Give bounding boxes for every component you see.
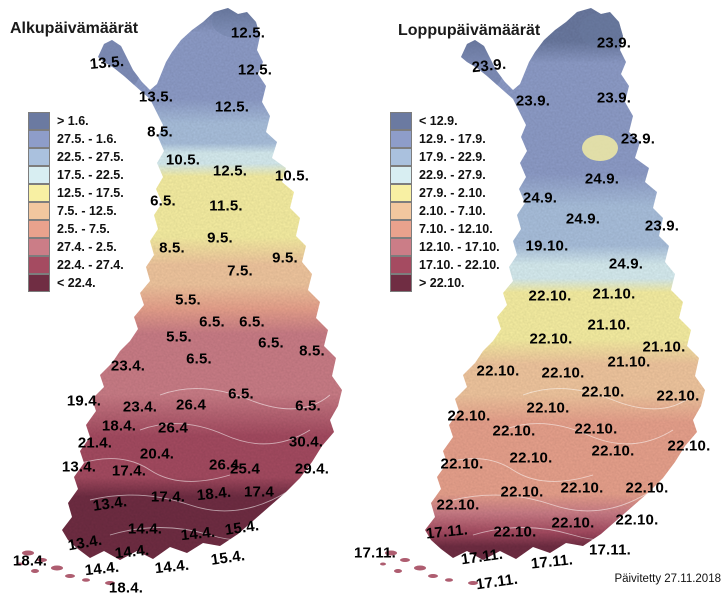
legend-swatch	[390, 129, 412, 148]
legend-label: 2.5. - 7.5.	[57, 222, 110, 236]
legend-item: 2.5. - 7.5.	[28, 219, 124, 238]
legend-label: 7.10. - 12.10.	[419, 222, 493, 236]
legend-item: 12.10. - 17.10.	[390, 237, 500, 256]
legend-item: 17.5. - 22.5.	[28, 165, 124, 184]
legend-swatch	[390, 201, 412, 220]
legend-item: 7.10. - 12.10.	[390, 219, 500, 238]
legend-label: 22.9. - 27.9.	[419, 168, 486, 182]
legend-label: 22.5. - 27.5.	[57, 150, 124, 164]
legend-label: 12.5. - 17.5.	[57, 186, 124, 200]
legend-swatch	[390, 183, 412, 202]
finland-map-end	[380, 8, 705, 585]
legend-label: 2.10. - 7.10.	[419, 204, 486, 218]
legend-label: > 22.10.	[419, 276, 465, 290]
start-dates-legend: > 1.6. 27.5. - 1.6. 22.5. - 27.5. 17.5. - 2…	[28, 112, 124, 292]
legend-item: < 22.4.	[28, 273, 124, 292]
finland-map-start	[17, 8, 342, 585]
legend-label: 27.4. - 2.5.	[57, 240, 117, 254]
legend-swatch	[390, 165, 412, 184]
legend-swatch	[28, 165, 50, 184]
updated-note: Päivitetty 27.11.2018	[614, 573, 721, 585]
legend-swatch	[28, 255, 50, 274]
legend-item: 27.4. - 2.5.	[28, 237, 124, 256]
legend-swatch	[390, 255, 412, 274]
legend-swatch	[390, 219, 412, 238]
end-dates-legend: < 12.9. 12.9. - 17.9. 17.9. - 22.9. 22.9. -…	[390, 112, 500, 292]
legend-label: 17.5. - 22.5.	[57, 168, 124, 182]
legend-item: 12.9. - 17.9.	[390, 129, 500, 148]
legend-swatch	[28, 112, 50, 130]
legend-label: 12.10. - 17.10.	[419, 240, 500, 254]
legend-item: > 1.6.	[28, 112, 124, 130]
legend-item: > 22.10.	[390, 273, 500, 292]
legend-label: 27.9. - 2.10.	[419, 186, 486, 200]
legend-label: < 12.9.	[419, 114, 458, 128]
legend-item: 17.9. - 22.9.	[390, 147, 500, 166]
legend-item: 27.5. - 1.6.	[28, 129, 124, 148]
legend-label: 12.9. - 17.9.	[419, 132, 486, 146]
legend-item: 7.5. - 12.5.	[28, 201, 124, 220]
left-map-title: Alkupäivämäärät	[10, 20, 139, 37]
legend-label: 17.10. - 22.10.	[419, 258, 500, 272]
legend-swatch	[390, 273, 412, 292]
right-map-title: Loppupäivämäärät	[398, 22, 541, 39]
legend-swatch	[28, 273, 50, 292]
legend-swatch	[28, 147, 50, 166]
legend-item: < 12.9.	[390, 112, 500, 130]
legend-label: 17.9. - 22.9.	[419, 150, 486, 164]
legend-label: 27.5. - 1.6.	[57, 132, 117, 146]
legend-swatch	[28, 201, 50, 220]
legend-swatch	[390, 147, 412, 166]
legend-swatch	[28, 237, 50, 256]
legend-item: 27.9. - 2.10.	[390, 183, 500, 202]
legend-label: > 1.6.	[57, 114, 89, 128]
legend-item: 2.10. - 7.10.	[390, 201, 500, 220]
legend-swatch	[390, 112, 412, 130]
legend-label: < 22.4.	[57, 276, 96, 290]
legend-swatch	[28, 129, 50, 148]
legend-swatch	[28, 219, 50, 238]
legend-item: 12.5. - 17.5.	[28, 183, 124, 202]
legend-swatch	[390, 237, 412, 256]
legend-item: 22.5. - 27.5.	[28, 147, 124, 166]
legend-item: 22.4. - 27.4.	[28, 255, 124, 274]
legend-label: 22.4. - 27.4.	[57, 258, 124, 272]
legend-item: 17.10. - 22.10.	[390, 255, 500, 274]
legend-item: 22.9. - 27.9.	[390, 165, 500, 184]
legend-label: 7.5. - 12.5.	[57, 204, 117, 218]
legend-swatch	[28, 183, 50, 202]
